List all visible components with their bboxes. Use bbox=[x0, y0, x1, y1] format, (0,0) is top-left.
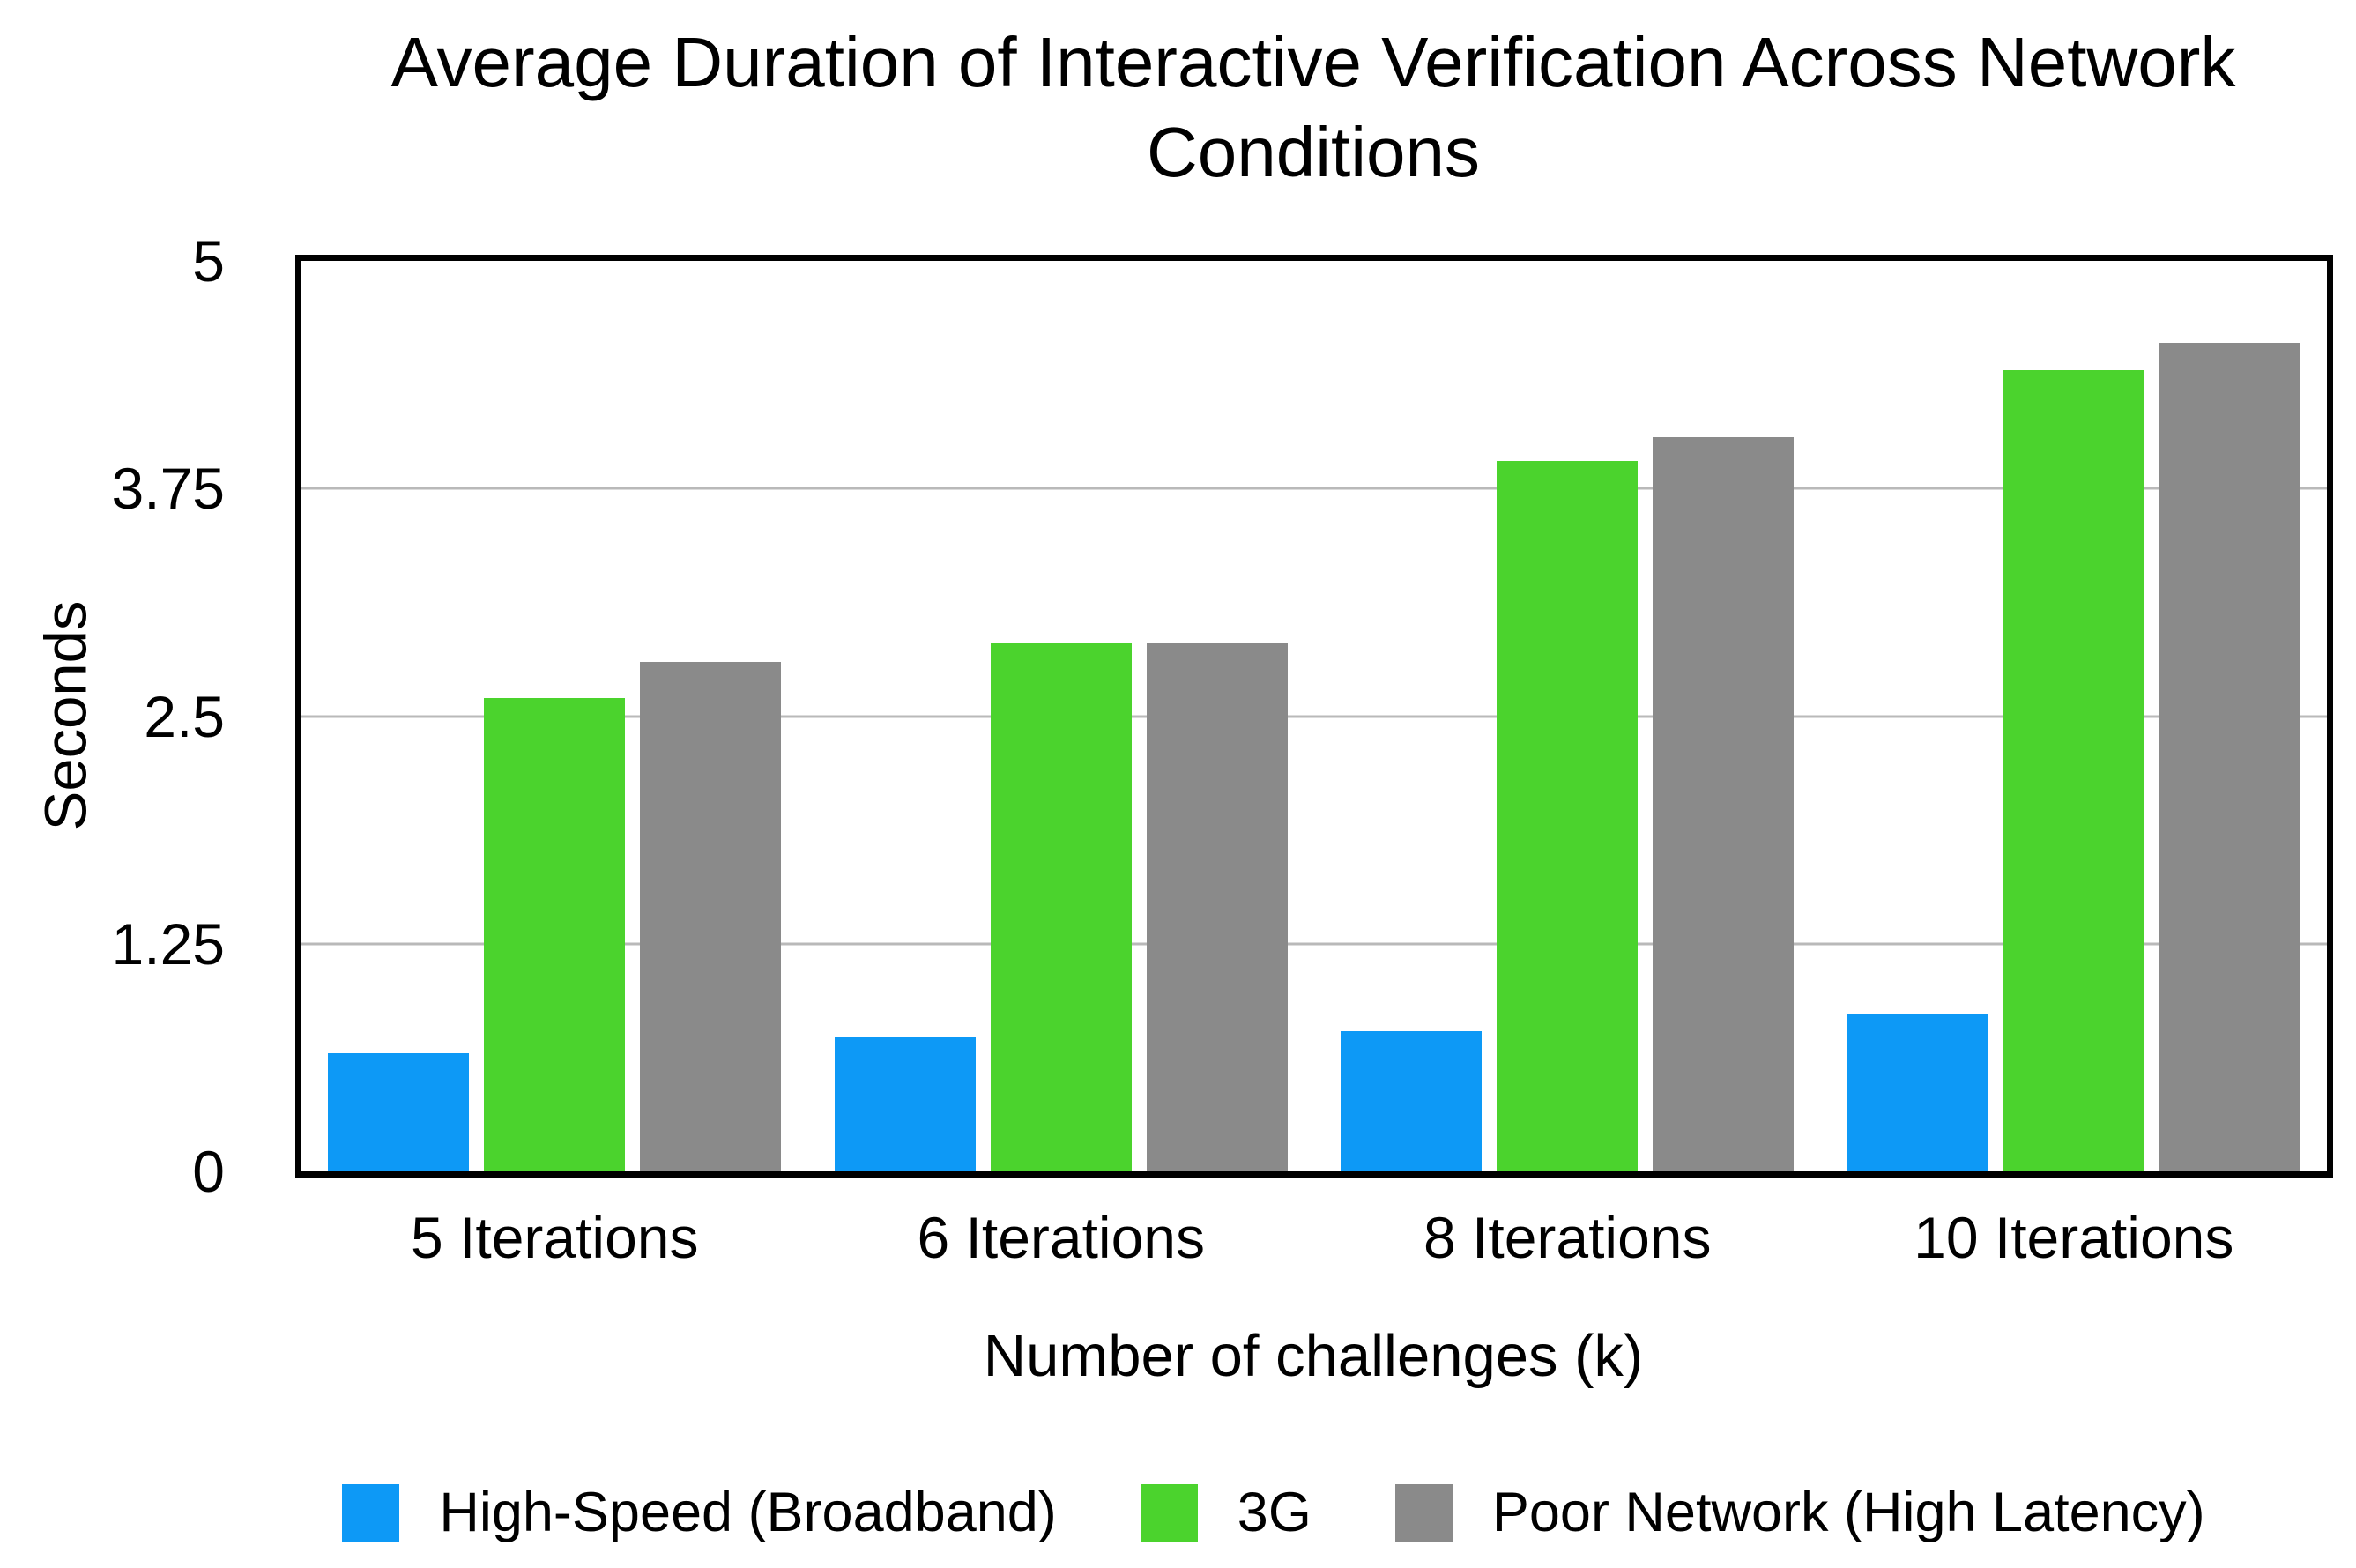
bar-series2-cat0 bbox=[640, 661, 782, 1171]
bar-series2-cat2 bbox=[1653, 437, 1795, 1171]
bar-group-8-iterations bbox=[1314, 261, 1821, 1171]
legend-item-1: 3G bbox=[1140, 1481, 1312, 1544]
bar-series1-cat2 bbox=[1497, 461, 1639, 1171]
y-tick-label-0: 0 bbox=[192, 1139, 225, 1204]
bar-series1-cat1 bbox=[990, 643, 1132, 1171]
plot-area bbox=[295, 255, 2333, 1178]
gridline-2.5 bbox=[301, 715, 2327, 717]
y-axis-tick-labels: 0 1.25 2.5 3.75 5 bbox=[0, 232, 225, 1200]
legend-label: Poor Network (High Latency) bbox=[1491, 1482, 2205, 1543]
x-axis-category-labels: 5 Iterations 6 Iterations 8 Iterations 10 I… bbox=[301, 1206, 2327, 1270]
bar-group-6-iterations bbox=[808, 261, 1315, 1171]
gridline-3.75 bbox=[301, 487, 2327, 490]
x-category-label: 8 Iterations bbox=[1423, 1205, 1712, 1270]
legend-label: 3G bbox=[1237, 1482, 1312, 1543]
gridline-1.25 bbox=[301, 942, 2327, 946]
y-tick-label-1.25: 1.25 bbox=[111, 910, 225, 977]
y-tick-label-3.75: 3.75 bbox=[111, 456, 225, 522]
bar-group-5-iterations bbox=[301, 261, 808, 1171]
y-tick-label-2.5: 2.5 bbox=[144, 683, 225, 749]
chart-legend: High-Speed (Broadband) 3G Poor Network (Hi… bbox=[342, 1481, 2205, 1544]
x-axis-title: Number of challenges (k) bbox=[983, 1323, 1644, 1389]
bar-series0-cat1 bbox=[834, 1037, 976, 1171]
bar-series1-cat0 bbox=[484, 697, 626, 1171]
bar-series0-cat2 bbox=[1341, 1030, 1483, 1171]
x-category-label: 10 Iterations bbox=[1914, 1205, 2234, 1270]
legend-swatch-icon bbox=[1394, 1483, 1453, 1542]
chart-title: Average Duration of Interactive Verifica… bbox=[390, 23, 2236, 192]
x-category-label: 5 Iterations bbox=[410, 1205, 699, 1270]
bar-series0-cat3 bbox=[1847, 1014, 1988, 1171]
bar-series-container bbox=[301, 261, 2327, 1171]
legend-item-0: High-Speed (Broadband) bbox=[342, 1481, 1057, 1544]
bar-series0-cat0 bbox=[328, 1052, 470, 1171]
bar-series2-cat3 bbox=[2159, 342, 2300, 1171]
legend-swatch-icon bbox=[1140, 1483, 1198, 1542]
y-tick-label-5: 5 bbox=[192, 228, 225, 294]
bar-group-10-iterations bbox=[1821, 261, 2328, 1171]
x-category-label: 6 Iterations bbox=[917, 1205, 1206, 1270]
legend-label: High-Speed (Broadband) bbox=[439, 1482, 1057, 1543]
bar-series2-cat1 bbox=[1146, 643, 1288, 1171]
legend-item-2: Poor Network (High Latency) bbox=[1394, 1481, 2205, 1544]
legend-swatch-icon bbox=[342, 1483, 400, 1542]
bar-series1-cat3 bbox=[2003, 369, 2144, 1171]
